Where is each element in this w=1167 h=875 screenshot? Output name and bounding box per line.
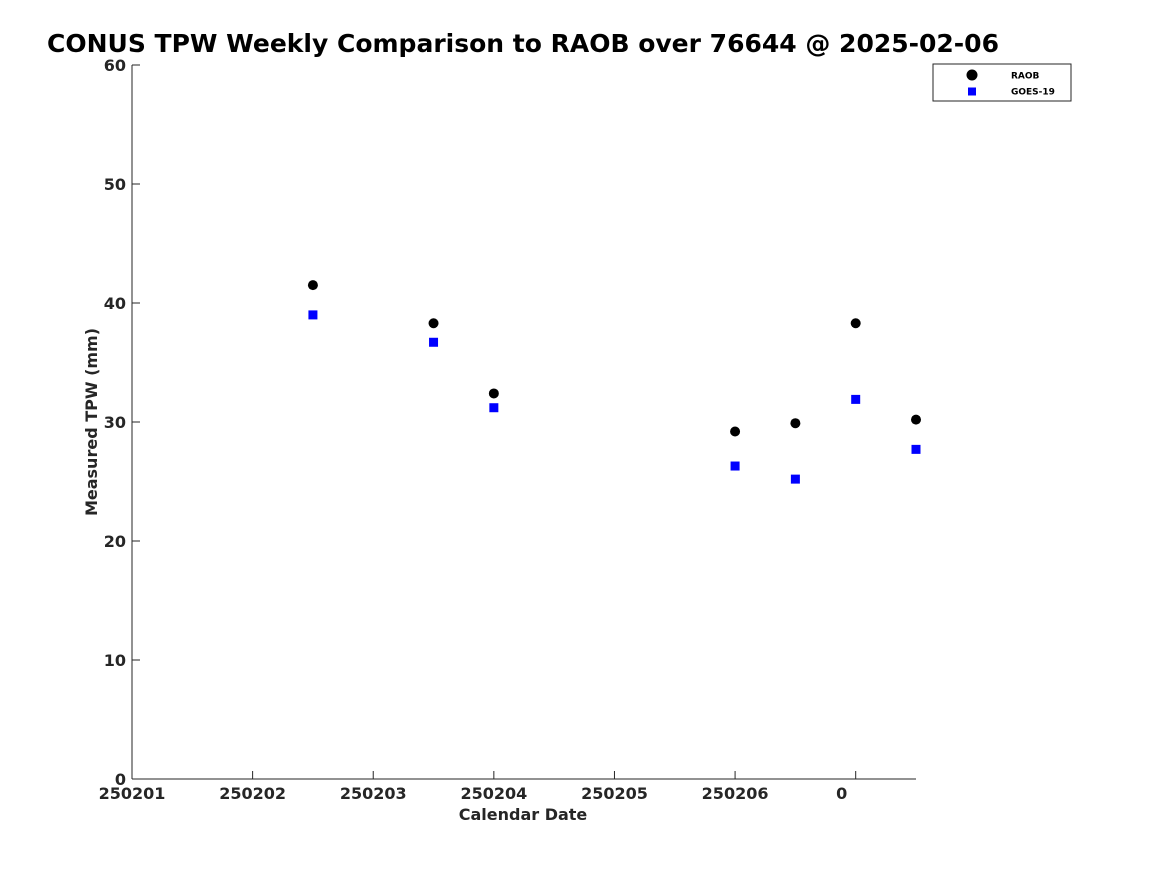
- data-point-goes-19: [308, 310, 318, 320]
- x-ticks: 250201 250202 250203 250204 250205 250206 0: [99, 771, 857, 803]
- x-tick-label: 0: [836, 784, 847, 803]
- data-point-raob: [730, 426, 741, 437]
- x-axis-label: Calendar Date: [459, 805, 588, 824]
- data-point-raob: [790, 418, 801, 429]
- y-tick-label: 20: [104, 532, 126, 551]
- legend-box: [932, 63, 1072, 102]
- y-tick-label: 10: [104, 651, 126, 670]
- data-point-raob: [428, 318, 439, 329]
- y-tick-label: 50: [104, 175, 126, 194]
- y-tick-label: 0: [115, 770, 126, 789]
- legend: RAOB GOES-19: [932, 63, 1072, 102]
- legend-marker-goes-19: [968, 87, 976, 96]
- x-tick-label: 250201: [99, 784, 166, 803]
- series-goes-19: [308, 310, 921, 484]
- data-point-goes-19: [429, 337, 439, 347]
- x-tick-label: 250202: [219, 784, 286, 803]
- data-point-raob: [307, 280, 318, 291]
- data-point-goes-19: [790, 474, 800, 484]
- series-layer: [307, 280, 921, 484]
- series-raob: [307, 280, 921, 437]
- x-tick-label: 250203: [340, 784, 407, 803]
- x-tick-label: 250206: [702, 784, 769, 803]
- data-point-raob: [911, 414, 921, 425]
- y-tick-label: 30: [104, 413, 126, 432]
- data-point-raob: [850, 318, 861, 329]
- x-tick-label: 250205: [581, 784, 648, 803]
- data-point-goes-19: [730, 461, 740, 471]
- y-tick-label: 60: [104, 56, 126, 75]
- legend-marker-raob: [966, 69, 978, 81]
- y-axis-label: Measured TPW (mm): [82, 328, 101, 516]
- data-point-goes-19: [851, 394, 861, 404]
- y-tick-label: 40: [104, 294, 126, 313]
- data-point-goes-19: [911, 444, 921, 454]
- data-point-goes-19: [489, 403, 499, 413]
- legend-label-raob: RAOB: [1011, 72, 1040, 82]
- chart-title: CONUS TPW Weekly Comparison to RAOB over…: [47, 29, 999, 58]
- data-point-raob: [488, 388, 499, 399]
- x-tick-label: 250204: [460, 784, 527, 803]
- y-ticks: 0 10 20 30 40 50 60: [104, 56, 140, 789]
- legend-label-goes-19: GOES-19: [1011, 88, 1055, 98]
